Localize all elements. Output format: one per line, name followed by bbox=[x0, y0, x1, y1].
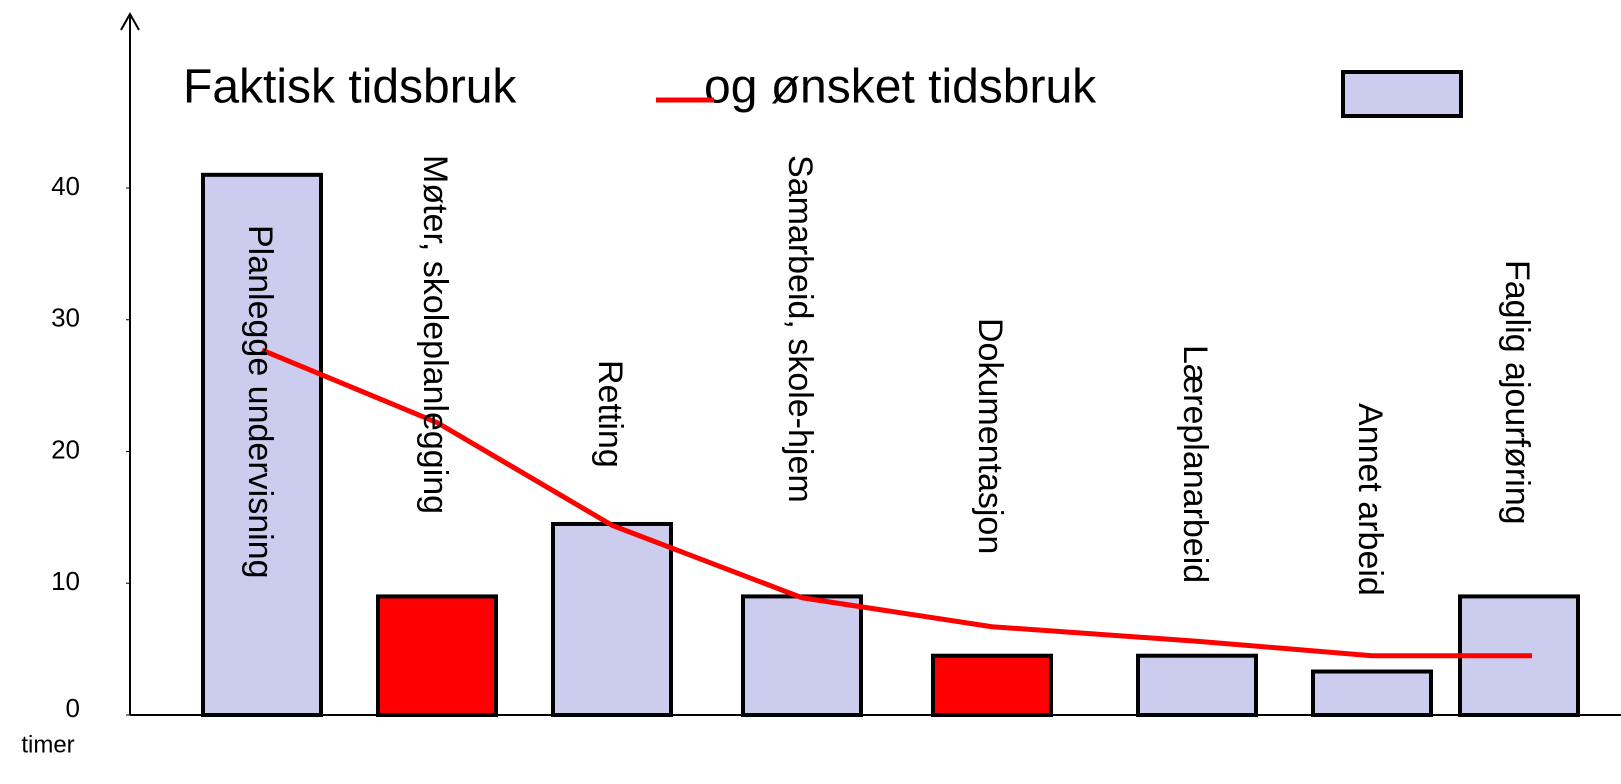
bar bbox=[741, 594, 863, 717]
y-tick-label: 0 bbox=[66, 693, 80, 723]
legend-label: Faktisk tidsbruk bbox=[183, 61, 517, 114]
category-label: Faglig ajourføring bbox=[1498, 260, 1536, 525]
y-tick-label: 10 bbox=[51, 566, 80, 596]
bar bbox=[551, 521, 673, 718]
category-label: Retting bbox=[591, 360, 629, 468]
y-axis-arrow bbox=[120, 11, 140, 31]
legend-swatch bbox=[1341, 70, 1463, 118]
bar bbox=[201, 172, 323, 717]
category-label: Dokumentasjon bbox=[971, 318, 1009, 554]
y-axis-label: timer bbox=[21, 731, 74, 758]
category-label: Møter, skoleplanlegging bbox=[416, 155, 454, 514]
y-tick-label: 30 bbox=[51, 303, 80, 333]
category-label: Annet arbeid bbox=[1351, 403, 1389, 596]
bar bbox=[376, 594, 498, 717]
bar bbox=[1136, 653, 1258, 718]
category-label: Samarbeid, skole-hjem bbox=[781, 155, 819, 503]
category-label: Planlegge undervisning bbox=[241, 225, 279, 578]
y-tick-label: 20 bbox=[51, 434, 80, 464]
line-series bbox=[261, 347, 1532, 659]
y-tick-label: 40 bbox=[51, 171, 80, 201]
legend-label: og ønsket tidsbruk bbox=[704, 61, 1097, 114]
category-label: Læreplanarbeid bbox=[1176, 345, 1214, 583]
bar bbox=[931, 653, 1053, 718]
bar bbox=[1311, 669, 1433, 718]
